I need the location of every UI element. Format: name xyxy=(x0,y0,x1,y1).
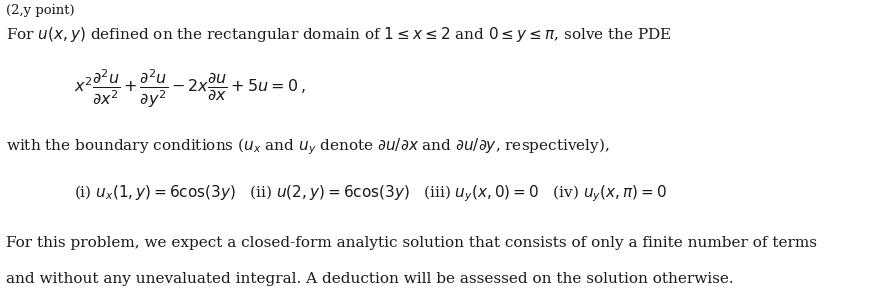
Text: For $u(x,y)$ defined on the rectangular domain of $1 \leq x \leq 2$ and $0 \leq : For $u(x,y)$ defined on the rectangular … xyxy=(6,25,672,44)
Text: with the boundary conditions ($u_x$ and $u_y$ denote $\partial u/\partial x$ and: with the boundary conditions ($u_x$ and … xyxy=(6,136,610,157)
Text: and without any unevaluated integral. A deduction will be assessed on the soluti: and without any unevaluated integral. A … xyxy=(6,272,734,287)
Text: For this problem, we expect a closed-form analytic solution that consists of onl: For this problem, we expect a closed-for… xyxy=(6,236,817,250)
Text: (i) $u_x(1, y) = 6\cos(3y)$   (ii) $u(2, y) = 6\cos(3y)$   (iii) $u_y(x, 0) = 0$: (i) $u_x(1, y) = 6\cos(3y)$ (ii) $u(2, y… xyxy=(74,183,667,204)
Text: (2,y point): (2,y point) xyxy=(6,4,74,17)
Text: $x^2\dfrac{\partial^2 u}{\partial x^2} + \dfrac{\partial^2 u}{\partial y^2} - 2x: $x^2\dfrac{\partial^2 u}{\partial x^2} +… xyxy=(74,67,306,110)
